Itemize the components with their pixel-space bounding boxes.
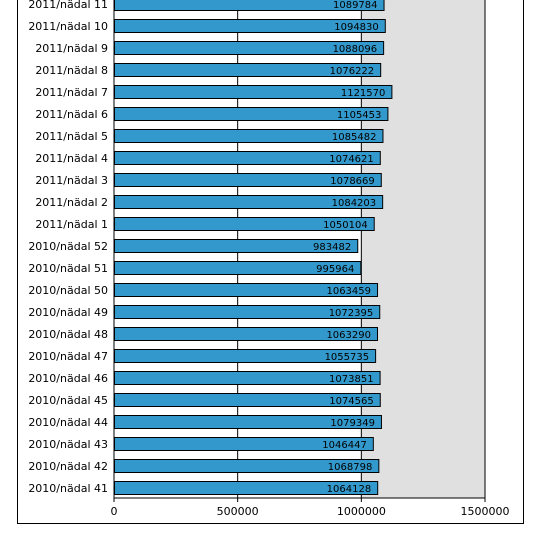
category-label: 2010/nädal 48 [28,328,108,341]
x-tick-label: 500000 [217,505,259,518]
data-label: 1076222 [330,66,375,77]
bar [114,239,359,253]
bar [114,261,362,275]
category-label: 2010/nädal 42 [28,460,108,473]
bar [114,173,382,187]
data-label: 1074621 [329,154,374,165]
data-label: 1050104 [323,220,368,231]
bar [114,327,378,341]
category-label: 2010/nädal 41 [28,482,108,495]
data-label: 1074565 [329,396,374,407]
category-label: 2011/nädal 4 [35,152,108,165]
data-label: 1063290 [326,330,371,341]
bar [114,349,377,363]
category-label: 2010/nädal 43 [28,438,108,451]
bar [114,107,389,121]
category-label: 2010/nädal 52 [28,240,108,253]
category-label: 2011/nädal 2 [35,196,108,209]
data-label: 1089784 [333,0,378,11]
x-tick-label: 0 [111,505,118,518]
data-label: 995964 [316,264,354,275]
bar [114,85,393,99]
category-label: 2010/nädal 44 [28,416,108,429]
category-label: 2011/nädal 3 [35,174,108,187]
bar [114,459,380,473]
category-label: 2011/nädal 10 [28,20,108,33]
category-label: 2011/nädal 11 [28,0,108,11]
category-label: 2011/nädal 9 [35,42,108,55]
data-label: 1073851 [329,374,374,385]
bar [114,63,382,77]
data-label: 1055735 [325,352,370,363]
x-tick-label: 1000000 [337,505,386,518]
category-label: 2010/nädal 50 [28,284,108,297]
chart-frame: 1089784 2011/nädal 11 1094830 2011/nädal 10… [17,0,524,524]
bar [114,283,379,297]
category-label: 2010/nädal 47 [28,350,108,363]
data-label: 1079349 [330,418,375,429]
bar [114,415,382,429]
category-label: 2011/nädal 5 [35,130,108,143]
bar [114,305,381,319]
bar [114,195,384,209]
category-label: 2010/nädal 49 [28,306,108,319]
category-label: 2010/nädal 51 [28,262,108,275]
category-label: 2011/nädal 1 [35,218,108,231]
bar [114,393,381,407]
bar [114,437,374,451]
bar [114,0,385,11]
bar [114,481,379,495]
category-label: 2011/nädal 8 [35,64,108,77]
data-label: 1121570 [341,88,386,99]
x-tick-label: 1500000 [461,505,510,518]
data-label: 1046447 [322,440,367,451]
data-label: 1064128 [327,484,372,495]
bar [114,19,386,33]
data-label: 1063459 [326,286,371,297]
category-label: 2011/nädal 7 [35,86,108,99]
bar [114,371,381,385]
bar [114,217,375,231]
data-label: 1094830 [334,22,379,33]
data-label: 1105453 [337,110,382,121]
data-label: 1084203 [332,198,377,209]
data-label: 1085482 [332,132,377,143]
bar [114,151,381,165]
data-label: 1088096 [333,44,378,55]
category-label: 2010/nädal 45 [28,394,108,407]
data-label: 1068798 [328,462,373,473]
bar [114,41,385,55]
data-label: 1078669 [330,176,375,187]
data-label: 983482 [313,242,351,253]
category-label: 2011/nädal 6 [35,108,108,121]
data-label: 1072395 [329,308,374,319]
category-label: 2010/nädal 46 [28,372,108,385]
bar [114,129,384,143]
